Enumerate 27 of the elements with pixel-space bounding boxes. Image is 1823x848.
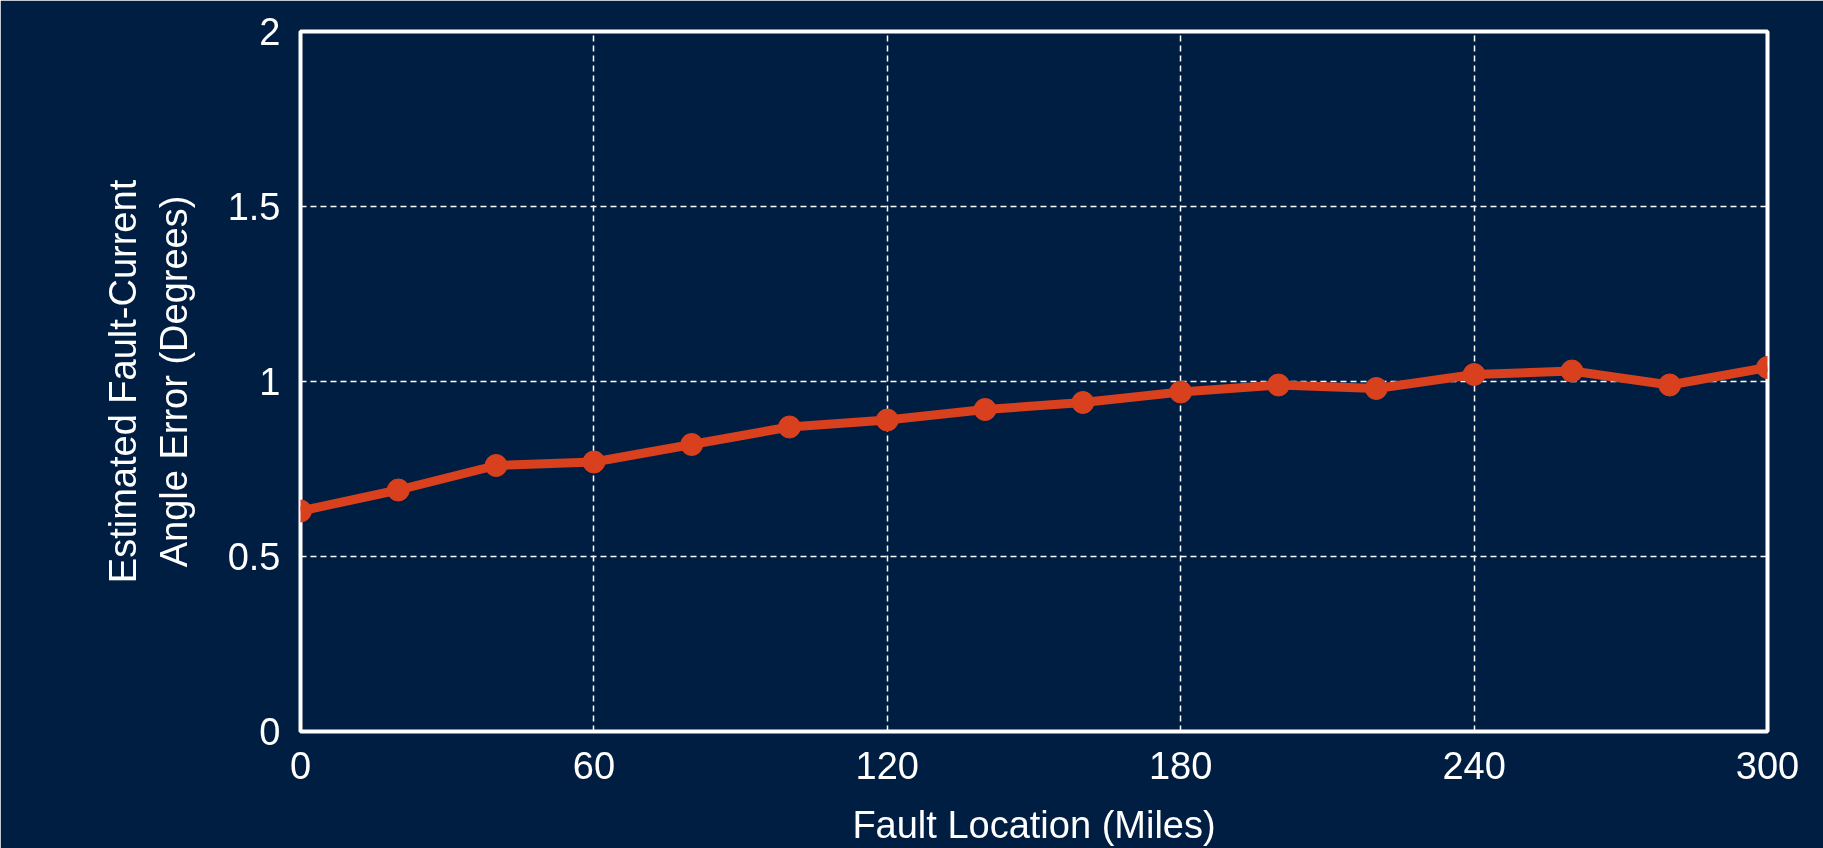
- x-axis-title: Fault Location (Miles): [852, 803, 1216, 846]
- y-tick-label: 0: [259, 711, 281, 753]
- point: [386, 478, 410, 502]
- point: [1267, 373, 1290, 397]
- y-axis-title: Estimated Fault-Current Angle Error (Degrees): [102, 179, 195, 584]
- y-tick-label: 2: [259, 11, 281, 53]
- x-tick-label: 120: [855, 744, 920, 787]
- point: [1560, 359, 1584, 383]
- x-tick-label: 300: [1735, 744, 1800, 787]
- point: [582, 450, 606, 474]
- point: [1462, 363, 1486, 386]
- point: [875, 408, 899, 432]
- y-tick-label: 1.5: [227, 186, 281, 228]
- point: [778, 415, 801, 439]
- point: [973, 398, 997, 421]
- x-tick-label: 240: [1442, 744, 1506, 787]
- x-tick-label: 180: [1149, 744, 1213, 787]
- y-tick-label: 0.5: [227, 536, 281, 578]
- point: [680, 433, 704, 456]
- point: [1658, 373, 1682, 397]
- point: [1071, 391, 1095, 414]
- point: [1364, 377, 1388, 400]
- point: [484, 454, 508, 477]
- x-tick-label: 60: [572, 744, 616, 787]
- point: [1169, 380, 1193, 404]
- x-tick-label: 0: [289, 744, 312, 787]
- y-tick-label: 1: [259, 361, 281, 403]
